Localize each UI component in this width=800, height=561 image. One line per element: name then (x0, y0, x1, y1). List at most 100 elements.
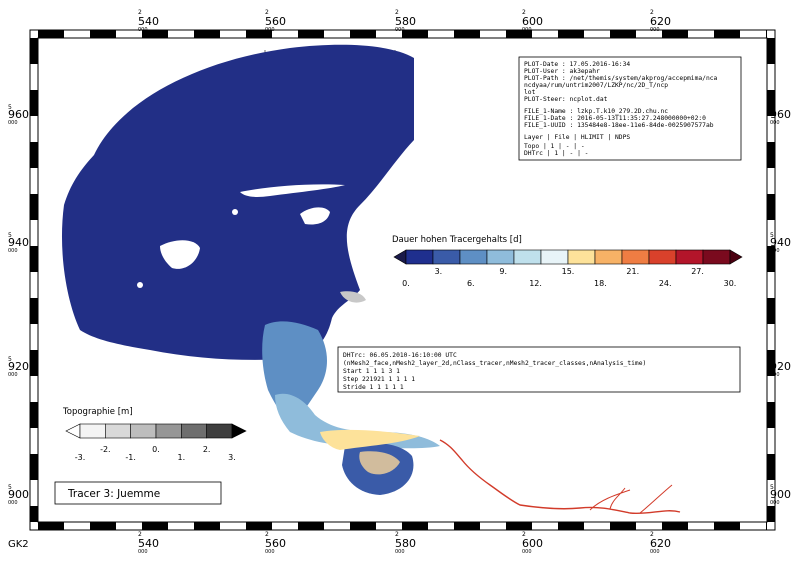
frame-tick (30, 194, 38, 220)
x-tick-prefix: 2 (395, 9, 399, 16)
tracer-colorbar-label: 24. (659, 279, 672, 288)
frame-ticks-right (767, 38, 775, 522)
info-line: PLOT-Date : 17.05.2016-16:34 (524, 61, 630, 68)
frame-tick (767, 194, 775, 220)
y-tick-label: 940 (770, 236, 791, 249)
frame-tick (610, 30, 636, 38)
x-tick-suffix: 000 (395, 549, 405, 555)
x-tick-label: 620 (650, 15, 671, 28)
y-tick-label: 960 (770, 108, 791, 121)
topo-colorbar-label: -3. (75, 453, 86, 462)
frame-tick (246, 30, 272, 38)
frame-tick (767, 454, 775, 480)
x-tick-prefix: 2 (522, 9, 526, 16)
tracer-colorbar-label: 15. (562, 267, 575, 276)
tracer-colorbar-swatch (648, 249, 677, 265)
y-tick-label: 920 (770, 360, 791, 373)
topo-colorbar-label: -1. (125, 453, 136, 462)
x-tick-suffix: 000 (138, 549, 148, 555)
file-line: FILE_1-UUID : 135484e8-18ee-11e6-84de-00… (524, 122, 714, 129)
x-tick-label: 560 (265, 15, 286, 28)
x-tick-prefix: 2 (395, 531, 399, 538)
y-tick-suffix: 000 (8, 120, 18, 126)
frame-tick (506, 522, 532, 530)
tracer-colorbar-label: 0. (402, 279, 410, 288)
file-line: FILE_1-Date : 2016-05-13T11:35:27.248000… (524, 115, 706, 122)
tracer-colorbar-label: 30. (724, 279, 737, 288)
tracer-colorbar-swatch (594, 249, 623, 265)
island-2 (160, 240, 200, 269)
tracer-colorbar-label: 9. (499, 267, 507, 276)
frame-tick (506, 30, 532, 38)
y-tick-suffix: 000 (770, 500, 780, 506)
tracer-basin-band (359, 451, 400, 475)
y-tick-suffix: 000 (8, 248, 18, 254)
x-tick-label: 620 (650, 537, 671, 550)
y-tick-prefix: 5 (8, 104, 12, 111)
tracer-colorbar-label: 18. (594, 279, 607, 288)
frame-tick (767, 298, 775, 324)
y-tick-suffix: 000 (8, 500, 18, 506)
x-tick-suffix: 000 (395, 27, 405, 33)
y-tick-suffix: 000 (770, 372, 780, 378)
frame-tick (142, 522, 168, 530)
tracer-colorbar-end-right (729, 249, 743, 265)
y-tick-prefix: 5 (770, 356, 774, 363)
map-title: Tracer 3: Juemme (67, 488, 160, 500)
topo-colorbar-swatch (181, 423, 207, 439)
tracer-colorbar-swatch (540, 249, 569, 265)
x-tick-prefix: 2 (265, 531, 269, 538)
layer-table-row: DHTrc | 1 | - | - (524, 150, 588, 157)
tracer-colorbar-label: 27. (691, 267, 704, 276)
tracer-colorbar-swatch (486, 249, 515, 265)
y-tick-prefix: 5 (8, 232, 12, 239)
frame-tick (298, 522, 324, 530)
tracer-legend-title: Dauer hohen Tracergehalts [d] (392, 235, 522, 245)
frame-ticks-top (38, 30, 767, 38)
tracer-colorbar-swatch (567, 249, 596, 265)
y-tick-prefix: 5 (770, 104, 774, 111)
topo-colorbar-swatch (155, 423, 182, 439)
data-line: Step 221921 1 1 1 1 (343, 376, 415, 383)
topo-colorbar-label: 3. (228, 453, 236, 462)
y-tick-suffix: 000 (770, 248, 780, 254)
data-line: Start 1 1 1 3 1 (343, 368, 400, 375)
file-line: FILE_1-Name : lzkp.T.k10_279.2D.chu.nc (524, 108, 668, 115)
frame-tick (30, 142, 38, 168)
frame-tick (402, 522, 428, 530)
frame-tick (610, 522, 636, 530)
tracer-high-band (320, 429, 420, 450)
frame-tick (767, 350, 775, 376)
y-tick-label: 900 (8, 488, 29, 501)
frame-tick (558, 30, 584, 38)
topo-colorbar-swatch (206, 423, 233, 439)
topo-colorbar-label: 0. (152, 445, 160, 454)
tracer-colorbar-swatch (405, 249, 434, 265)
tracer-colorbar-label: 12. (529, 279, 542, 288)
x-tick-label: 580 (395, 15, 416, 28)
frame-tick (298, 30, 324, 38)
y-tick-label: 900 (770, 488, 791, 501)
frame-tick (194, 522, 220, 530)
x-tick-suffix: 000 (650, 27, 660, 33)
frame-tick (558, 522, 584, 530)
data-line: (nMesh2_face,nMesh2_layer_2d,nClass_trac… (343, 360, 646, 367)
x-tick-suffix: 000 (265, 27, 275, 33)
tracer-colorbar-label: 6. (467, 279, 475, 288)
x-tick-prefix: 2 (138, 531, 142, 538)
tracer-colorbar-label: 3. (435, 267, 443, 276)
frame-tick (766, 522, 767, 530)
layer-table-header: Layer | File | HLIMIT | NDPS (524, 134, 630, 141)
frame-tick (30, 246, 38, 272)
projection-label: GK2 (8, 539, 29, 550)
y-tick-prefix: 5 (770, 232, 774, 239)
frame-tick (90, 30, 116, 38)
frame-tick (30, 38, 38, 64)
info-line: ncdyaa/rum/untrim2007/LZKP/nc/2D_T/ncp (524, 82, 668, 89)
frame-tick (767, 506, 775, 522)
data-line: Stride 1 1 1 1 1 (343, 384, 404, 391)
frame-tick (454, 522, 480, 530)
info-line: lot (524, 89, 536, 96)
